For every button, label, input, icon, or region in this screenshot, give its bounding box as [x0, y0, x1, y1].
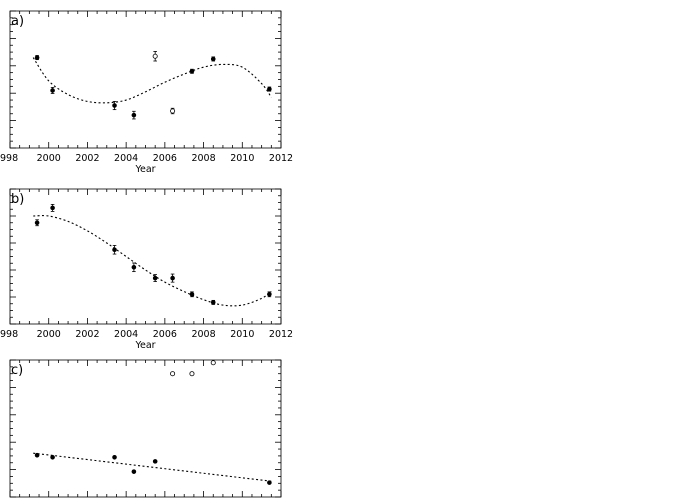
data-point-filled [210, 300, 216, 305]
plot-frame [9, 10, 282, 149]
fit-curve [33, 452, 272, 482]
data-point-open [210, 360, 216, 366]
fit-curve [33, 215, 272, 307]
data-point-open [189, 371, 195, 377]
x-tick-label: 998 [0, 329, 18, 340]
x-tick-label: 2006 [153, 153, 177, 164]
data-point-filled [50, 454, 55, 460]
x-tick-label: 2000 [37, 153, 61, 164]
plot-frame [9, 359, 282, 498]
x-tick-label: 2002 [75, 329, 99, 340]
panel-label: c) [11, 363, 23, 378]
x-tick-label: 2002 [75, 153, 99, 164]
data-point-filled [210, 56, 216, 62]
x-axis-label: Year [134, 340, 155, 351]
data-point-filled [170, 275, 175, 281]
data-point-filled [112, 103, 117, 108]
x-tick-label: 2006 [153, 329, 177, 340]
data-point-filled [267, 86, 272, 92]
x-tick-label: 2008 [191, 329, 215, 340]
x-tick-label: 2000 [37, 329, 61, 340]
x-tick-label: 2010 [230, 329, 254, 340]
data-point-filled [34, 55, 40, 60]
x-tick-label: 2010 [230, 153, 254, 164]
data-point-filled [112, 247, 117, 253]
data-point-filled [112, 454, 117, 460]
data-point-filled [152, 459, 158, 464]
data-point-filled [152, 275, 158, 281]
panel-label: b) [11, 192, 24, 207]
data-point-filled [189, 291, 195, 297]
panel-c: c) [9, 359, 282, 498]
x-axis-label: Year [134, 164, 155, 175]
data-point-filled [34, 220, 40, 226]
panel-b: 998 2000 2002 2004 2006 2008 2010 2012 Year b) [0, 188, 293, 351]
data-point-open [170, 108, 176, 114]
panel-a: 998 2000 2002 2004 2006 2008 2010 2012 Year a) [0, 10, 293, 175]
data-point-filled [131, 112, 137, 118]
data-point-filled [34, 452, 40, 458]
plot-frame [9, 188, 282, 325]
data-point-filled [189, 68, 195, 74]
data-point-filled [267, 480, 272, 485]
fit-curve [32, 57, 272, 104]
data-point-open [152, 53, 158, 59]
x-tick-label: 2008 [191, 153, 215, 164]
data-point-filled [131, 264, 137, 270]
data-point-filled [267, 291, 272, 297]
data-point-filled [50, 88, 55, 93]
data-point-open [170, 371, 176, 377]
x-tick-label: 2004 [114, 153, 138, 164]
data-point-filled [50, 205, 55, 211]
panel-label: a) [11, 14, 24, 29]
x-tick-label: 2004 [114, 329, 138, 340]
x-tick-label: 2012 [269, 329, 293, 340]
data-point-filled [131, 469, 137, 474]
x-tick-label: 998 [0, 153, 18, 164]
x-tick-label: 2012 [269, 153, 293, 164]
